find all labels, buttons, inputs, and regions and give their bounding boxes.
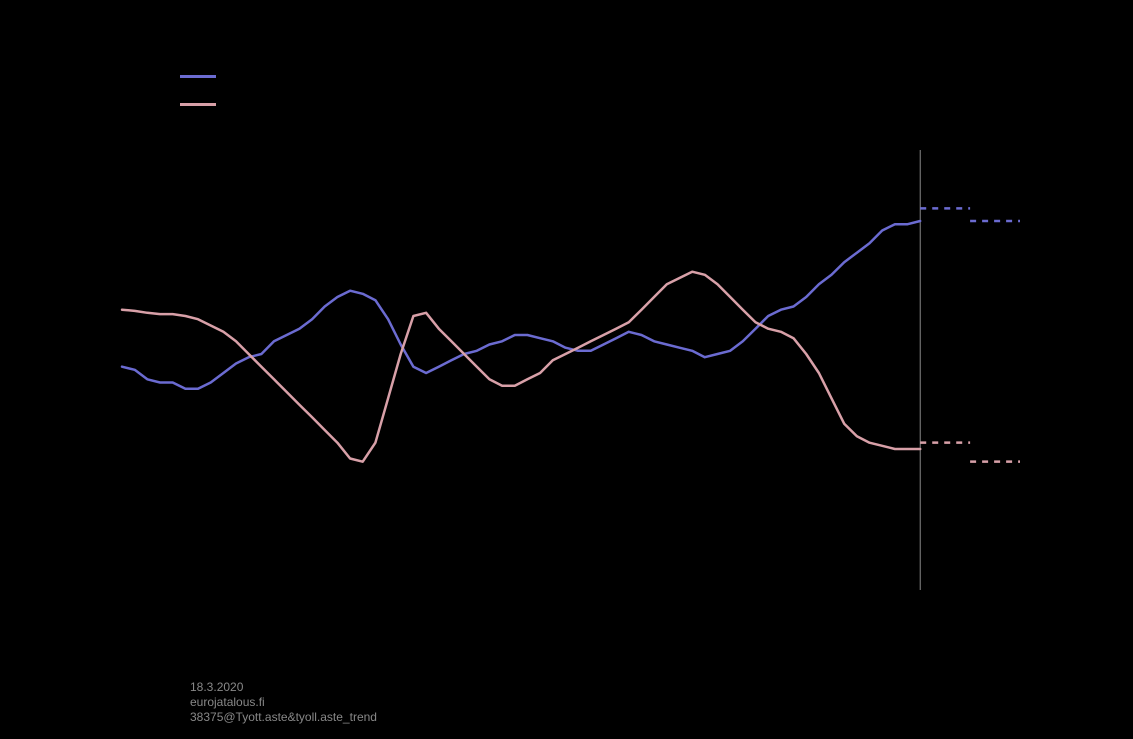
legend-swatch-1 xyxy=(180,75,216,78)
chart-wrapper: 18.3.2020 eurojatalous.fi 38375@Tyott.as… xyxy=(0,0,1133,739)
footer-site: eurojatalous.fi xyxy=(190,695,790,711)
footer-id: 38375@Tyott.aste&tyoll.aste_trend xyxy=(190,710,790,726)
footer-line2: eurojatalous.fi xyxy=(190,695,790,711)
footer-line3: 38375@Tyott.aste&tyoll.aste_trend xyxy=(190,710,790,726)
footer-line1: 18.3.2020 xyxy=(190,680,790,696)
legend-swatch-2 xyxy=(180,103,216,106)
footer-date: 18.3.2020 xyxy=(190,680,790,696)
chart-svg xyxy=(0,0,1133,739)
